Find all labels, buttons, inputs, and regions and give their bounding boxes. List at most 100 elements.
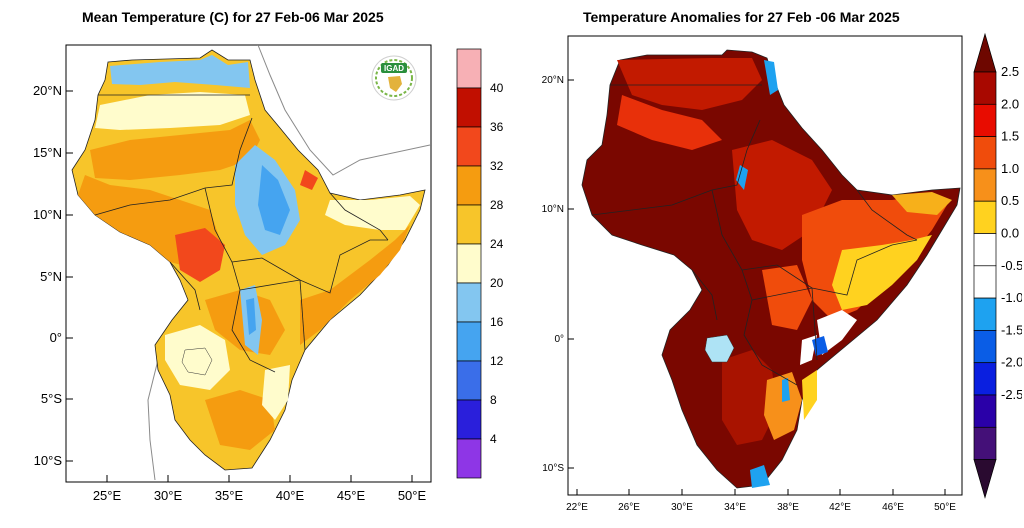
right-country-borders xyxy=(591,84,918,386)
right-colorbar-label: 2.5 xyxy=(1001,64,1019,79)
left-lat-label: 15°N xyxy=(33,145,62,160)
left-colorbar-swatch xyxy=(456,321,482,362)
left-colorbar-swatch xyxy=(456,165,482,206)
left-lat-labels: 20°N 15°N 10°N 5°N 0° 5°S 10°S xyxy=(33,83,62,468)
right-zone-orange-ke xyxy=(762,265,812,330)
right-colorbar-label: -1.5 xyxy=(1001,322,1022,337)
right-colorbar-label: -1.0 xyxy=(1001,290,1022,305)
right-colorbar-label: -2.0 xyxy=(1001,355,1022,370)
left-colorbar-swatch xyxy=(456,243,482,284)
left-colorbar-label: 32 xyxy=(490,159,504,173)
right-colorbar-swatch xyxy=(973,362,997,396)
left-lat-label: 5°S xyxy=(41,391,62,406)
left-colorbar-label: 28 xyxy=(490,198,504,212)
left-zone-28-32-ne xyxy=(90,120,260,180)
left-lat-label: 0° xyxy=(50,330,62,345)
right-colorbar-swatch xyxy=(973,265,997,299)
temperature-anomaly-title: Temperature Anomalies for 27 Feb -06 Mar… xyxy=(583,9,900,25)
right-zone-red-north xyxy=(617,58,762,110)
left-colorbar-label: 36 xyxy=(490,120,504,134)
left-colorbar-label: 12 xyxy=(490,354,504,368)
left-colorbar-swatch xyxy=(456,282,482,323)
right-lake-victoria xyxy=(704,334,735,363)
right-colorbar-bottom-arrow xyxy=(973,459,997,499)
right-zone-white-coast xyxy=(817,310,857,355)
right-zone-orange-ne xyxy=(617,95,722,150)
right-colorbar-swatch xyxy=(973,297,997,331)
left-zone-16-20-north xyxy=(110,55,250,88)
left-zone-32-36-b xyxy=(300,170,318,190)
right-lat-label: 0° xyxy=(554,334,564,345)
right-lon-label: 30°E xyxy=(671,502,693,513)
left-zone-28-32-south xyxy=(205,390,275,450)
right-lon-label: 22°E xyxy=(566,502,588,513)
right-lon-label: 38°E xyxy=(777,502,799,513)
right-lat-labels: 20°N 10°N 0° 10°S xyxy=(542,75,565,474)
right-lon-label: 50°E xyxy=(934,502,956,513)
left-colorbar-label: 40 xyxy=(490,81,504,95)
mean-temperature-colorbar: 40 36 32 28 24 20 16 12 8 4 xyxy=(456,48,504,479)
left-zone-12-16-ke xyxy=(246,298,256,335)
left-coast-line xyxy=(257,45,431,176)
igad-logo-text: IGAD xyxy=(384,64,404,73)
right-lat-label: 10°S xyxy=(542,463,564,474)
left-zone-20-24-north xyxy=(95,92,250,130)
right-zone-blue-5 xyxy=(782,378,790,402)
right-zone-red-south xyxy=(722,350,777,445)
right-colorbar-swatch xyxy=(973,71,997,105)
right-colorbar-swatch xyxy=(973,394,997,428)
left-colorbar-label: 4 xyxy=(490,432,497,446)
left-colorbar-swatch xyxy=(456,204,482,245)
right-lat-label: 20°N xyxy=(542,75,564,86)
right-colorbar-label: 0.0 xyxy=(1001,226,1019,241)
left-colorbar-swatch xyxy=(456,48,482,89)
right-lon-label: 26°E xyxy=(618,502,640,513)
temperature-anomaly-map: 20°N 10°N 0° 10°S 22°E 26°E 30°E 34°E 38… xyxy=(542,35,963,513)
left-zone-28-32-east xyxy=(300,225,410,345)
left-colorbar-label: 16 xyxy=(490,315,504,329)
mean-temperature-title: Mean Temperature (C) for 27 Feb-06 Mar 2… xyxy=(82,9,384,25)
right-lon-label: 46°E xyxy=(882,502,904,513)
left-lon-label: 30°E xyxy=(154,488,183,503)
right-colorbar-swatch xyxy=(973,233,997,267)
left-lat-label: 20°N xyxy=(33,83,62,98)
right-zone-blue-4 xyxy=(736,165,748,190)
left-lon-label: 40°E xyxy=(276,488,305,503)
left-lat-label: 10°S xyxy=(34,453,63,468)
left-zone-12-16-highland xyxy=(258,165,290,235)
right-colorbar-swatch xyxy=(973,200,997,234)
left-axis-ticks xyxy=(66,90,413,482)
left-colorbar-label: 8 xyxy=(490,393,497,407)
right-zone-yellow-somalia xyxy=(832,235,932,310)
left-lon-label: 50°E xyxy=(398,488,427,503)
right-colorbar-label: -0.5 xyxy=(1001,258,1022,273)
right-colorbar-label: 0.5 xyxy=(1001,193,1019,208)
right-lat-label: 10°N xyxy=(542,204,564,215)
right-zone-blue-1 xyxy=(764,60,778,95)
right-zone-yellow-horn xyxy=(892,192,952,215)
right-zone-blue-3 xyxy=(750,465,770,488)
left-colorbar-swatch xyxy=(456,126,482,167)
right-lon-labels: 22°E 26°E 30°E 34°E 38°E 42°E 46°E 50°E xyxy=(566,502,956,513)
left-coast-line-sw xyxy=(147,359,159,481)
temperature-anomaly-colorbar: 2.5 2.0 1.5 1.0 0.5 0.0 -0.5 -1.0 -1.5 -2.0 -2.5 xyxy=(973,32,1022,499)
left-zone-20-24-east xyxy=(325,196,420,230)
left-colorbar-label: 24 xyxy=(490,237,504,251)
left-lon-label: 45°E xyxy=(337,488,366,503)
right-colorbar-swatch xyxy=(973,168,997,202)
right-colorbar-label: 2.0 xyxy=(1001,96,1019,111)
left-colorbar-label: 20 xyxy=(490,276,504,290)
right-colorbar-swatch xyxy=(973,426,997,460)
right-colorbar-swatch xyxy=(973,136,997,170)
right-lon-label: 42°E xyxy=(829,502,851,513)
left-lon-label: 35°E xyxy=(215,488,244,503)
left-lon-label: 25°E xyxy=(93,488,122,503)
right-axis-ticks xyxy=(568,79,946,495)
left-lake-victoria xyxy=(181,347,213,376)
mean-temperature-panel: Mean Temperature (C) for 27 Feb-06 Mar 2… xyxy=(0,0,510,528)
right-zone-orange-tz xyxy=(764,372,802,440)
right-colorbar-top-arrow xyxy=(973,32,997,73)
left-lat-label: 10°N xyxy=(33,207,62,222)
left-colorbar-swatch xyxy=(456,438,482,479)
igad-logo: IGAD xyxy=(371,55,417,101)
